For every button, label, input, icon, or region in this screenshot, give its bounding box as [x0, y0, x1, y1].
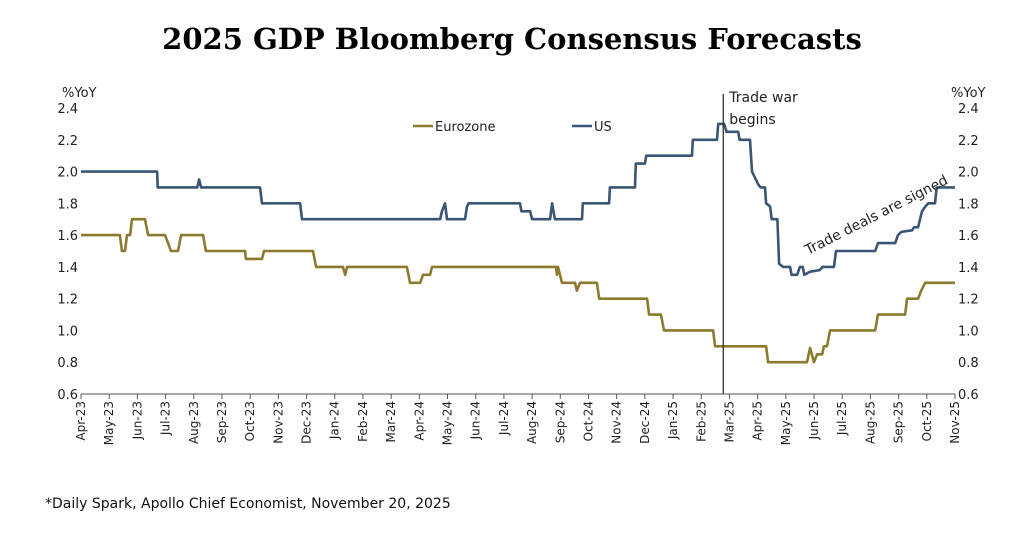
x-tick-label: May-24	[441, 401, 455, 445]
x-tick-label: Mar-24	[384, 401, 398, 442]
x-tick-label: Feb-25	[694, 401, 708, 442]
x-tick-label: Apr-24	[412, 401, 426, 441]
x-tick-label: Sep-24	[553, 401, 567, 443]
x-tick-label: Jun-24	[469, 401, 483, 440]
right-y-tick-label: 0.6	[958, 388, 979, 403]
x-tick-label: Sep-25	[892, 401, 906, 443]
x-tick-label: Apr-25	[751, 401, 765, 441]
left-y-tick-label: 2.4	[57, 102, 78, 117]
x-tick-label: Nov-23	[271, 401, 285, 444]
left-y-tick-label: 2.2	[57, 134, 78, 149]
legend-label-us: US	[594, 120, 612, 135]
trade-war-annotation-line1: Trade war	[728, 90, 798, 106]
x-tick-label: Jul-24	[497, 401, 511, 436]
x-tick-label: Jul-23	[159, 401, 173, 436]
right-y-axis-label: %YoY	[951, 86, 986, 101]
x-tick-label: Sep-23	[215, 401, 229, 443]
series-line-eurozone	[81, 217, 955, 364]
left-y-tick-label: 0.6	[57, 388, 78, 403]
x-tick-label: Jun-25	[807, 401, 821, 440]
right-y-tick-label: 2.4	[958, 102, 979, 117]
right-y-tick-label: 0.8	[958, 356, 979, 371]
x-tick-label: Jan-24	[328, 401, 342, 440]
x-tick-label: Dec-23	[300, 401, 314, 444]
x-tick-label: Aug-25	[863, 401, 877, 444]
x-tick-label: Oct-23	[243, 401, 257, 441]
footnote: *Daily Spark, Apollo Chief Economist, No…	[45, 496, 451, 512]
x-tick-label: May-23	[102, 401, 116, 445]
left-y-tick-label: 1.4	[57, 261, 78, 276]
left-y-axis: %YoY 0.6 0.8 1.0 1.2 1.4 1.6 1.8 2.0 2.2 2.4	[57, 86, 96, 403]
left-y-tick-label: 1.2	[57, 293, 78, 308]
right-y-tick-label: 1.2	[958, 293, 979, 308]
x-tick-label: Jan-25	[666, 401, 680, 440]
right-y-tick-label: 2.2	[958, 134, 979, 149]
x-tick-label: Oct-25	[920, 401, 934, 441]
right-y-axis: %YoY 0.6 0.8 1.0 1.2 1.4 1.6 1.8 2.0 2.2 2.4	[951, 86, 986, 403]
x-tick-label: Mar-25	[722, 401, 736, 442]
left-y-tick-label: 1.6	[57, 229, 78, 244]
x-tick-label: Aug-23	[187, 401, 201, 444]
right-y-tick-label: 1.8	[958, 197, 979, 212]
x-tick-label: Dec-24	[638, 401, 652, 444]
legend-label-eurozone: Eurozone	[435, 120, 495, 135]
left-y-tick-label: 2.0	[57, 166, 78, 181]
right-y-tick-label: 1.0	[958, 324, 979, 339]
x-tick-label: Apr-23	[74, 401, 88, 441]
trade-war-annotation-line2: begins	[729, 112, 775, 128]
right-y-tick-label: 1.6	[958, 229, 979, 244]
left-y-axis-label: %YoY	[62, 86, 97, 101]
left-y-tick-label: 1.8	[57, 197, 78, 212]
x-tick-label: Nov-24	[610, 401, 624, 444]
left-y-tick-label: 1.0	[57, 324, 78, 339]
x-axis: Apr-23 May-23 Jun-23 Jul-23 Aug-23 Sep-23 Oct-…	[74, 393, 962, 445]
x-tick-label: Jun-23	[130, 401, 144, 440]
chart-title: 2025 GDP Bloomberg Consensus Forecasts	[162, 22, 862, 56]
legend: Eurozone US	[413, 120, 612, 135]
right-y-tick-label: 2.0	[958, 166, 979, 181]
x-tick-label: Oct-24	[581, 401, 595, 441]
x-tick-label: Nov-25	[948, 401, 962, 444]
series-line-us	[81, 122, 955, 277]
x-tick-label: Jul-25	[835, 401, 849, 436]
x-tick-label: May-25	[779, 401, 793, 445]
x-tick-label: Aug-24	[525, 401, 539, 444]
x-tick-label: Feb-24	[356, 401, 370, 442]
series-lines	[81, 122, 955, 364]
left-y-tick-label: 0.8	[57, 356, 78, 371]
right-y-tick-label: 1.4	[958, 261, 979, 276]
